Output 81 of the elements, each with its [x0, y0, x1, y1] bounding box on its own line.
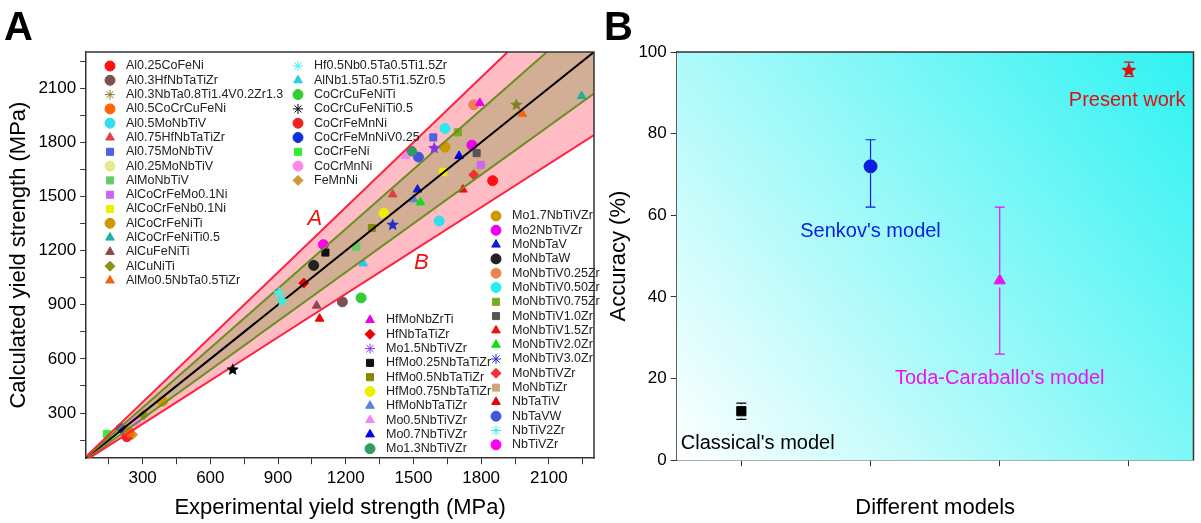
- legend-label: HfMo0.25NbTaTiZr: [386, 355, 492, 370]
- legend-label: CoCrFeMnNiV0.25: [314, 129, 420, 144]
- legend-label: CoCrFeNi: [314, 144, 370, 159]
- legend-label: MoNbTiZr: [512, 380, 568, 395]
- legend-label: HfNbTaTiZr: [386, 326, 450, 341]
- y-tick-label: 0: [657, 449, 667, 469]
- y-tick-label: 60: [647, 204, 667, 224]
- y-tick-label: 80: [647, 123, 667, 143]
- x-tick-label: 2100: [529, 468, 568, 488]
- x-tick-label: 300: [128, 468, 157, 488]
- series-label: Present work: [1068, 88, 1187, 111]
- y-tick-label: 2100: [38, 77, 77, 97]
- legend-label: Al0.5CoCrCuFeNi: [126, 101, 227, 116]
- legend-label: MoNbTaW: [512, 251, 571, 266]
- legend-label: Al0.3HfNbTaTiZr: [126, 72, 218, 87]
- chart-title: A: [4, 4, 33, 48]
- legend-label: MoNbTaV: [512, 237, 568, 252]
- y-tick-label: 1500: [38, 186, 77, 206]
- legend-label: NbTaVW: [512, 408, 562, 423]
- legend-label: NbTaTiV: [512, 394, 561, 409]
- y-tick-label: 900: [47, 294, 77, 314]
- legend-label: CoCrCuFeNiTi: [314, 87, 396, 102]
- legend-label: AlCoCrFeNiTi0.5: [126, 230, 221, 245]
- legend-label: NbTiVZr: [512, 437, 559, 452]
- legend-label: AlMo0.5NbTa0.5TiZr: [126, 272, 241, 287]
- legend-label: AlCoCrFeMo0.1Ni: [126, 187, 228, 202]
- x-tick-label: 1800: [462, 468, 501, 488]
- x-tick-label: 600: [196, 468, 225, 488]
- chart-title: B: [604, 4, 633, 48]
- legend-label: Al0.5MoNbTiV: [126, 115, 207, 130]
- legend-label: Al0.25MoNbTiV: [126, 158, 214, 173]
- y-tick-label: 100: [638, 41, 667, 61]
- legend-label: MoNbTiV1.5Zr: [512, 322, 593, 337]
- legend-label: Al0.75MoNbTiV: [126, 144, 214, 159]
- y-axis-title: Calculated yield strength (MPa): [5, 101, 31, 409]
- legend-label: Mo0.5NbTiVZr: [386, 412, 467, 427]
- y-tick-label: 300: [47, 402, 77, 422]
- legend-label: Hf0.5Nb0.5Ta0.5Ti1.5Zr: [314, 58, 447, 73]
- legend-label: MoNbTiV1.0Zr: [512, 308, 593, 323]
- annotation: A: [305, 204, 323, 230]
- legend-label: HfMo0.75NbTaTiZr: [386, 383, 492, 398]
- x-tick-label: 1200: [326, 468, 365, 488]
- legend-label: CoCrFeMnNi: [314, 115, 387, 130]
- legend-label: FeMnNi: [314, 172, 358, 187]
- legend-label: Mo1.3NbTiVZr: [386, 441, 467, 456]
- legend-label: Al0.3NbTa0.8Ti1.4V0.2Zr1.3: [126, 87, 284, 102]
- legend-label: AlCuFeNiTi: [126, 244, 190, 259]
- legend-label: AlCuNiTi: [126, 258, 175, 273]
- series-label: Classical's model: [680, 430, 835, 453]
- text: Senkov's model: [800, 218, 941, 241]
- legend-label: Mo2NbTiVZr: [512, 222, 583, 237]
- legend-label: HfMo0.5NbTaTiZr: [386, 369, 485, 384]
- legend-label: HfMoNbTaTiZr: [386, 398, 467, 413]
- y-axis-title: Accuracy (%): [605, 190, 631, 322]
- legend-label: MoNbTiV3.0Zr: [512, 351, 593, 366]
- x-axis-title: Experimental yield strength (MPa): [174, 493, 506, 519]
- y-tick-label: 1800: [38, 131, 77, 151]
- text: Toda-Caraballo's model: [894, 365, 1105, 388]
- legend-label: CoCrMnNi: [314, 158, 373, 173]
- y-tick-label: 600: [47, 348, 77, 368]
- legend-label: AlMoNbTiV: [126, 172, 190, 187]
- y-tick-label: 1200: [38, 240, 77, 260]
- legend-label: Mo1.7NbTiVZr: [512, 208, 593, 223]
- legend-label: Al0.75HfNbTaTiZr: [126, 129, 225, 144]
- legend-label: Mo0.7NbTiVZr: [386, 426, 467, 441]
- legend-label: HfMoNbZrTi: [386, 312, 454, 327]
- x-axis-title: Different models: [855, 493, 1016, 519]
- y-tick-label: 20: [647, 368, 667, 388]
- x-tick-label: 900: [263, 468, 293, 488]
- annotation: B: [414, 249, 429, 275]
- x-tick-label: 1500: [394, 468, 433, 488]
- legend-label: NbTiV2Zr: [512, 422, 566, 437]
- legend-label: AlNb1.5Ta0.5Ti1.5Zr0.5: [314, 72, 446, 87]
- y-tick-label: 40: [647, 286, 667, 306]
- legend-label: CoCrCuFeNiTi0.5: [314, 101, 413, 116]
- legend-label: AlCoCrFeNb0.1Ni: [126, 201, 227, 216]
- legend-label: MoNbTiVZr: [512, 365, 576, 380]
- legend-label: Al0.25CoFeNi: [126, 58, 204, 73]
- legend-label: AlCoCrFeNiTi: [126, 215, 203, 230]
- legend-label: MoNbTiV2.0Zr: [512, 337, 593, 352]
- legend-label: Mo1.5NbTiVZr: [386, 341, 467, 356]
